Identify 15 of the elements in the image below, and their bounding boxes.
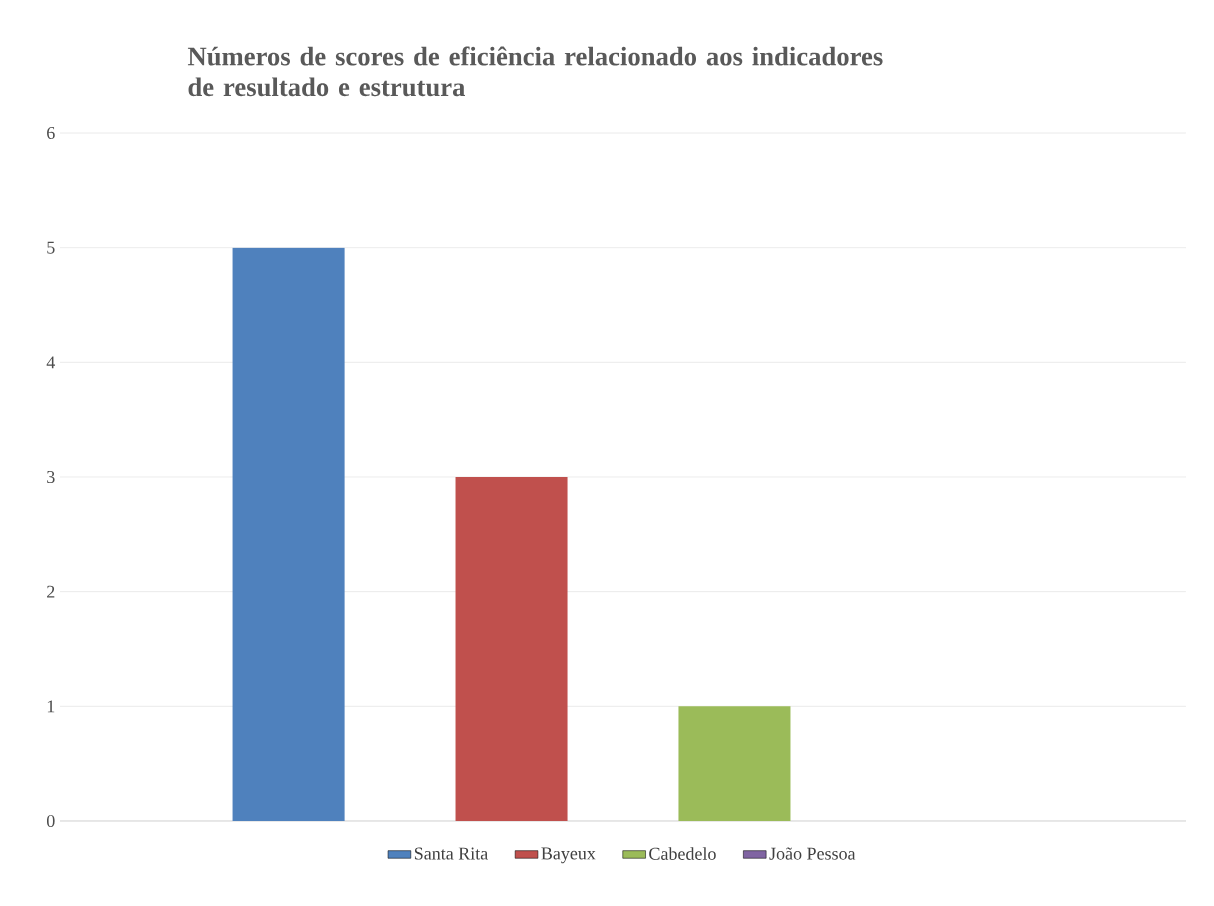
- chart-title: Números de scores de eficiência relacionado aos indicadores de resultado e estrutura: [187, 46, 883, 97]
- y-tick-label: 2: [47, 585, 55, 598]
- y-tick-label: 4: [46, 356, 56, 369]
- y-tick-label: 1: [47, 700, 55, 713]
- y-tick-label: 3: [47, 470, 55, 484]
- y-tick-label: 5: [47, 241, 55, 254]
- y-tick-label: 6: [47, 126, 55, 140]
- bar: [232, 247, 345, 821]
- legend-label: João Pessoa: [769, 847, 856, 860]
- y-tick-label: 0: [46, 814, 55, 828]
- legend-label: Bayeux: [541, 847, 596, 864]
- legend-label: Cabedelo: [649, 847, 716, 860]
- legend-label: Santa Rita: [414, 847, 488, 860]
- bar: [455, 476, 568, 821]
- bar: [678, 706, 791, 821]
